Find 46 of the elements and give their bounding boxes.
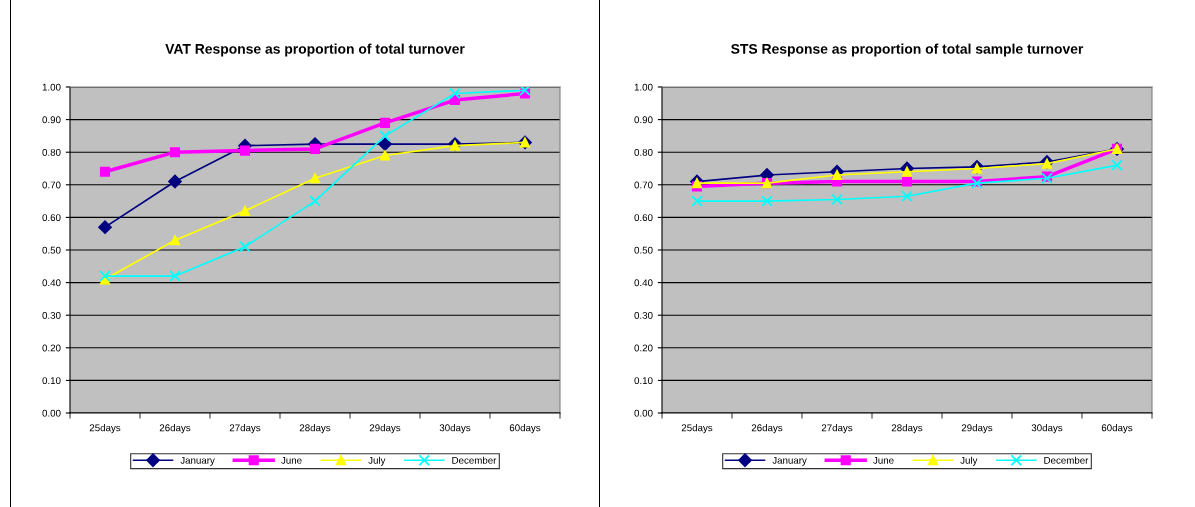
y-tick-label: 1.00 bbox=[634, 83, 653, 91]
y-tick-label: 0.10 bbox=[42, 377, 61, 385]
y-tick-label: 0.90 bbox=[42, 116, 61, 124]
y-tick-label: 0.90 bbox=[634, 116, 653, 124]
x-tick-label: 25days bbox=[89, 424, 121, 434]
legend-label: July bbox=[368, 456, 386, 466]
x-tick-label: 60days bbox=[509, 424, 541, 434]
x-tick-label: 29days bbox=[961, 424, 993, 434]
legend-label: December bbox=[1044, 456, 1089, 464]
legend-label: January bbox=[180, 456, 215, 466]
chart-title: VAT Response as proportion of total turnover bbox=[165, 43, 465, 57]
y-tick-label: 0.10 bbox=[634, 377, 653, 385]
legend-label: June bbox=[281, 456, 302, 464]
y-tick-label: 0.30 bbox=[42, 311, 61, 319]
x-tick-label: 60days bbox=[1101, 424, 1133, 434]
y-tick-label: 0.00 bbox=[42, 409, 61, 417]
x-tick-label: 29days bbox=[369, 424, 401, 434]
y-tick-label: 0.40 bbox=[634, 279, 653, 287]
legend-label: July bbox=[960, 456, 978, 466]
legend-label: December bbox=[452, 456, 497, 464]
legend-label: January bbox=[772, 456, 807, 466]
x-tick-label: 25days bbox=[681, 424, 713, 434]
y-tick-label: 0.20 bbox=[42, 344, 61, 352]
x-tick-label: 27days bbox=[821, 424, 853, 434]
y-tick-label: 0.60 bbox=[634, 214, 653, 222]
y-tick-label: 0.60 bbox=[42, 214, 61, 222]
x-tick-label: 30days bbox=[439, 424, 471, 434]
chart-title: STS Response as proportion of total sample turnover bbox=[731, 43, 1084, 57]
x-tick-label: 30days bbox=[1031, 424, 1063, 434]
x-tick-label: 26days bbox=[751, 424, 783, 434]
y-tick-label: 0.70 bbox=[42, 181, 61, 189]
y-tick-label: 0.50 bbox=[42, 246, 61, 254]
legend-label: June bbox=[873, 456, 894, 464]
x-tick-label: 27days bbox=[229, 424, 261, 434]
y-tick-label: 0.80 bbox=[42, 148, 61, 156]
x-tick-label: 26days bbox=[159, 424, 191, 434]
y-tick-label: 1.00 bbox=[42, 83, 61, 91]
y-tick-label: 0.00 bbox=[634, 409, 653, 417]
y-tick-label: 0.20 bbox=[634, 344, 653, 352]
x-tick-label: 28days bbox=[891, 424, 923, 434]
y-tick-label: 0.70 bbox=[634, 181, 653, 189]
y-tick-label: 0.40 bbox=[42, 279, 61, 287]
y-tick-label: 0.80 bbox=[634, 148, 653, 156]
x-tick-label: 28days bbox=[299, 424, 331, 434]
y-tick-label: 0.50 bbox=[634, 246, 653, 254]
y-tick-label: 0.30 bbox=[634, 311, 653, 319]
